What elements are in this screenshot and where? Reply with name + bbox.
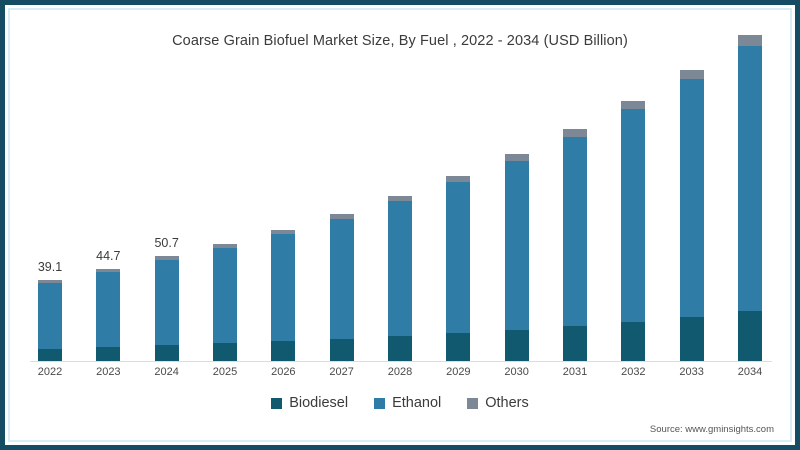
bar-segment-ethanol-2025[interactable] <box>213 247 237 344</box>
bar-segment-others-2034[interactable] <box>738 35 762 46</box>
bar-segment-biodiesel-2025[interactable] <box>213 343 237 362</box>
bar-segment-others-2032[interactable] <box>621 101 646 110</box>
bar-segment-biodiesel-2031[interactable] <box>563 326 587 362</box>
bar-stack <box>96 268 121 362</box>
bar-segment-others-2031[interactable] <box>563 129 587 137</box>
legend-item-ethanol[interactable]: Ethanol <box>374 395 441 411</box>
bar-segment-biodiesel-2034[interactable] <box>738 311 762 362</box>
bar-segment-ethanol-2033[interactable] <box>679 79 704 317</box>
legend-item-others[interactable]: Others <box>467 395 529 411</box>
bar-segment-others-2033[interactable] <box>679 69 704 80</box>
bar-segment-others-2022[interactable] <box>38 280 62 284</box>
bar-segment-ethanol-2030[interactable] <box>504 160 529 331</box>
chart-title: Coarse Grain Biofuel Market Size, By Fue… <box>172 33 628 49</box>
legend-item-biodiesel[interactable]: Biodiesel <box>271 395 348 411</box>
bar-segment-biodiesel-2030[interactable] <box>504 330 529 362</box>
x-axis-label-2023: 2023 <box>96 366 121 378</box>
bar-stack <box>679 69 704 362</box>
bar-segment-others-2028[interactable] <box>388 196 412 202</box>
bar-segment-biodiesel-2032[interactable] <box>621 321 646 362</box>
bar-stack <box>621 101 646 362</box>
bar-segment-ethanol-2032[interactable] <box>621 109 646 322</box>
x-axis-label-2026: 2026 <box>271 366 296 378</box>
chart-legend: Biodiesel Ethanol Others <box>0 395 800 411</box>
bar-segment-ethanol-2024[interactable] <box>154 259 179 346</box>
bar-segment-biodiesel-2023[interactable] <box>96 347 121 362</box>
bar-stack <box>38 280 62 362</box>
legend-label-ethanol: Ethanol <box>392 395 442 411</box>
bar-segment-ethanol-2031[interactable] <box>563 136 587 327</box>
plot-area: 39.1 44.7 50.7 <box>30 35 770 362</box>
bar-stack <box>446 176 471 362</box>
legend-swatch-others <box>467 397 479 409</box>
bar-segment-others-2029[interactable] <box>446 176 471 183</box>
bar-stack <box>154 256 179 362</box>
x-axis-label-2031: 2031 <box>562 366 588 378</box>
bar-segment-others-2030[interactable] <box>504 154 529 161</box>
source-attribution: Source: www.gminsights.com <box>649 424 774 435</box>
bar-segment-ethanol-2029[interactable] <box>446 182 471 334</box>
legend-label-biodiesel: Biodiesel <box>289 395 349 411</box>
x-axis-label-2034: 2034 <box>737 366 763 378</box>
bar-stack <box>213 243 237 362</box>
x-axis-label-2025: 2025 <box>212 366 238 378</box>
bar-segment-ethanol-2027[interactable] <box>329 218 354 340</box>
legend-swatch-biodiesel <box>271 397 283 409</box>
x-axis-label-2024: 2024 <box>154 366 179 378</box>
bar-segment-biodiesel-2022[interactable] <box>38 349 62 362</box>
x-axis-line <box>30 361 772 362</box>
bar-segment-others-2026[interactable] <box>271 229 296 235</box>
bar-segment-biodiesel-2033[interactable] <box>679 316 704 362</box>
x-axis-label-2030: 2030 <box>504 366 529 378</box>
bar-segment-ethanol-2028[interactable] <box>388 201 412 337</box>
x-axis-label-2032: 2032 <box>621 366 646 378</box>
x-axis-label-2027: 2027 <box>329 366 354 378</box>
x-axis-label-2033: 2033 <box>679 366 704 378</box>
x-axis-label-2029: 2029 <box>446 366 471 378</box>
bar-segment-ethanol-2022[interactable] <box>38 283 62 350</box>
bar-segment-others-2027[interactable] <box>329 213 354 219</box>
bar-segment-biodiesel-2027[interactable] <box>329 339 354 362</box>
bar-stack <box>271 229 296 362</box>
bar-segment-others-2023[interactable] <box>96 268 121 272</box>
bar-segment-ethanol-2023[interactable] <box>96 271 121 348</box>
bar-segment-others-2025[interactable] <box>213 243 237 248</box>
bar-segment-biodiesel-2029[interactable] <box>446 333 471 362</box>
bar-segment-biodiesel-2024[interactable] <box>154 345 179 362</box>
x-axis-label-2028: 2028 <box>387 366 413 378</box>
bar-segment-ethanol-2026[interactable] <box>271 234 296 342</box>
x-axis-label-2022: 2022 <box>37 366 63 378</box>
bar-stack <box>563 129 587 362</box>
bar-stack <box>504 154 529 362</box>
bar-segment-biodiesel-2026[interactable] <box>271 341 296 362</box>
bar-value-label-2024: 50.7 <box>154 236 179 251</box>
bar-stack <box>738 35 762 362</box>
bar-value-label-2023: 44.7 <box>96 248 121 263</box>
legend-label-others: Others <box>485 395 529 411</box>
bar-segment-biodiesel-2028[interactable] <box>388 336 412 362</box>
bar-stack <box>388 196 412 362</box>
bar-segment-others-2024[interactable] <box>154 256 179 260</box>
bar-segment-ethanol-2034[interactable] <box>738 45 762 312</box>
bar-value-label-2022: 39.1 <box>37 260 63 275</box>
legend-swatch-ethanol <box>374 397 386 409</box>
bar-stack <box>329 213 354 362</box>
